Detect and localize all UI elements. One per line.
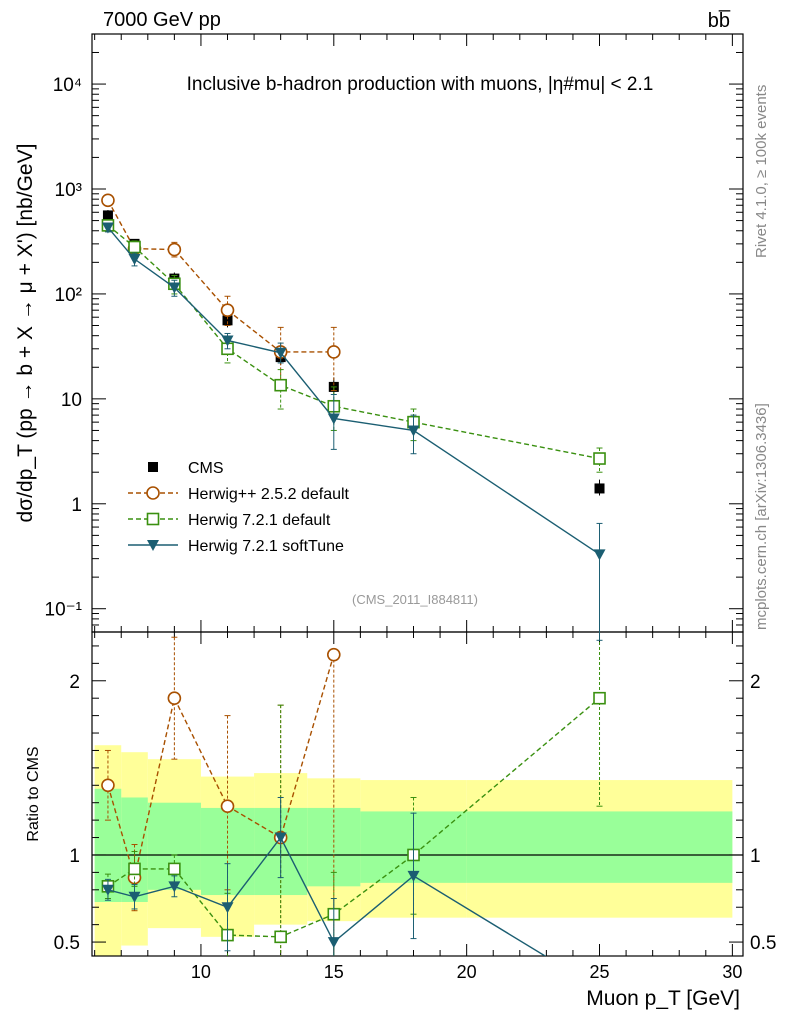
series-point	[221, 335, 234, 347]
series-point	[274, 347, 287, 359]
ratio-point	[220, 799, 235, 813]
ratio-point	[326, 647, 341, 662]
ratio-point	[128, 862, 141, 876]
series-point	[101, 193, 115, 208]
ratio-y-tick-label-right: 2	[750, 672, 761, 693]
ratio-point	[168, 862, 181, 876]
series-point	[593, 549, 606, 561]
series-point	[101, 222, 114, 234]
legend-label: Herwig 7.2.1 softTune	[188, 538, 344, 555]
legend-entry: CMS	[148, 460, 224, 477]
legend-entry: Herwig 7.2.1 default	[128, 512, 331, 529]
x-axis-title: Muon p_T [GeV]	[586, 987, 740, 1010]
legend-marker	[147, 540, 159, 551]
ratio-point	[407, 870, 420, 882]
ratio-y-axis-title: Ratio to CMS	[25, 746, 42, 841]
ratio-point	[101, 778, 115, 793]
series-line	[107, 227, 600, 555]
cms-point	[594, 483, 605, 494]
series-point	[128, 254, 141, 266]
chart-marks	[101, 193, 606, 956]
ratio-point	[128, 891, 141, 903]
main-y-tick-label: 10⁻¹	[45, 600, 83, 621]
legend-entry: Herwig++ 2.5.2 default	[128, 486, 350, 503]
ratio-point	[101, 884, 114, 896]
x-tick-label: 10	[191, 962, 211, 982]
rivet-version-label: Rivet 4.1.0, ≥ 100k events	[753, 85, 770, 258]
ratio-point	[167, 691, 182, 705]
x-tick-label: 20	[457, 962, 477, 982]
series-point	[326, 345, 341, 359]
ratio-y-tick-label: 2	[69, 672, 80, 693]
ratio-point	[593, 691, 606, 705]
ratio-y-tick-label: 1	[69, 846, 80, 867]
legend-label: Herwig++ 2.5.2 default	[188, 486, 350, 503]
ratio-panel-frame	[91, 631, 744, 957]
x-tick-label: 15	[324, 962, 344, 982]
ratio-point	[327, 937, 340, 949]
series-point	[327, 413, 340, 425]
series-point	[167, 242, 182, 257]
collision-energy-label: 7000 GeV pp	[103, 9, 221, 31]
series-line	[107, 199, 334, 353]
cms-point	[222, 315, 233, 326]
main-y-tick-label: 10	[61, 390, 82, 411]
legend-entry: Herwig 7.2.1 softTune	[128, 538, 344, 555]
series-point	[168, 282, 181, 294]
ratio-line	[107, 654, 335, 878]
series-point	[128, 240, 141, 254]
ratio-point	[221, 902, 234, 914]
main-y-axis-title: dσ/dp_T (pp → b + X → μ + X') [nb/GeV]	[14, 144, 37, 523]
ratio-y-tick-label-right: 1	[750, 846, 761, 867]
ratio-point	[274, 832, 287, 844]
series-point	[220, 303, 235, 317]
legend: CMS Herwig++ 2.5.2 default Herwig 7.2.1 de…	[128, 460, 350, 555]
axes: 10 15 20 25 30 10⁻¹ 1 10 10² 10³ 10⁴ 0.5 0.5 1 1 2 2	[45, 33, 776, 982]
chart-title: Inclusive b-hadron production with muons…	[187, 74, 654, 95]
x-tick-label: 30	[722, 962, 742, 982]
analysis-id: (CMS_2011_I884811)	[352, 592, 478, 607]
main-y-tick-label: 10³	[55, 180, 82, 201]
series-point	[274, 378, 287, 392]
series-line	[107, 224, 600, 460]
main-y-tick-label: 10²	[55, 285, 82, 306]
series-point	[593, 452, 606, 465]
ratio-y-tick-label-right: 0.5	[750, 933, 776, 954]
cms-point	[102, 210, 113, 221]
ratio-line	[107, 836, 547, 956]
legend-marker	[146, 512, 160, 526]
ratio-point	[274, 930, 287, 944]
ratio-point	[168, 881, 181, 893]
legend-label: Herwig 7.2.1 default	[188, 512, 331, 529]
legend-label: CMS	[188, 460, 224, 477]
main-y-tick-label: 1	[71, 495, 82, 516]
band-green-bin	[466, 811, 733, 883]
main-y-tick-label: 10⁴	[53, 75, 82, 96]
legend-marker	[146, 486, 160, 500]
legend-marker	[148, 462, 158, 472]
series-main-2	[101, 222, 606, 641]
ratio-y-tick-label: 0.5	[54, 933, 80, 954]
series-point	[407, 425, 420, 437]
process-label: bb̅	[708, 9, 731, 32]
mcplots-credit: mcplots.cern.ch [arXiv:1306.3436]	[753, 403, 770, 630]
x-tick-label: 25	[589, 962, 609, 982]
series-ratio-2	[101, 796, 547, 956]
